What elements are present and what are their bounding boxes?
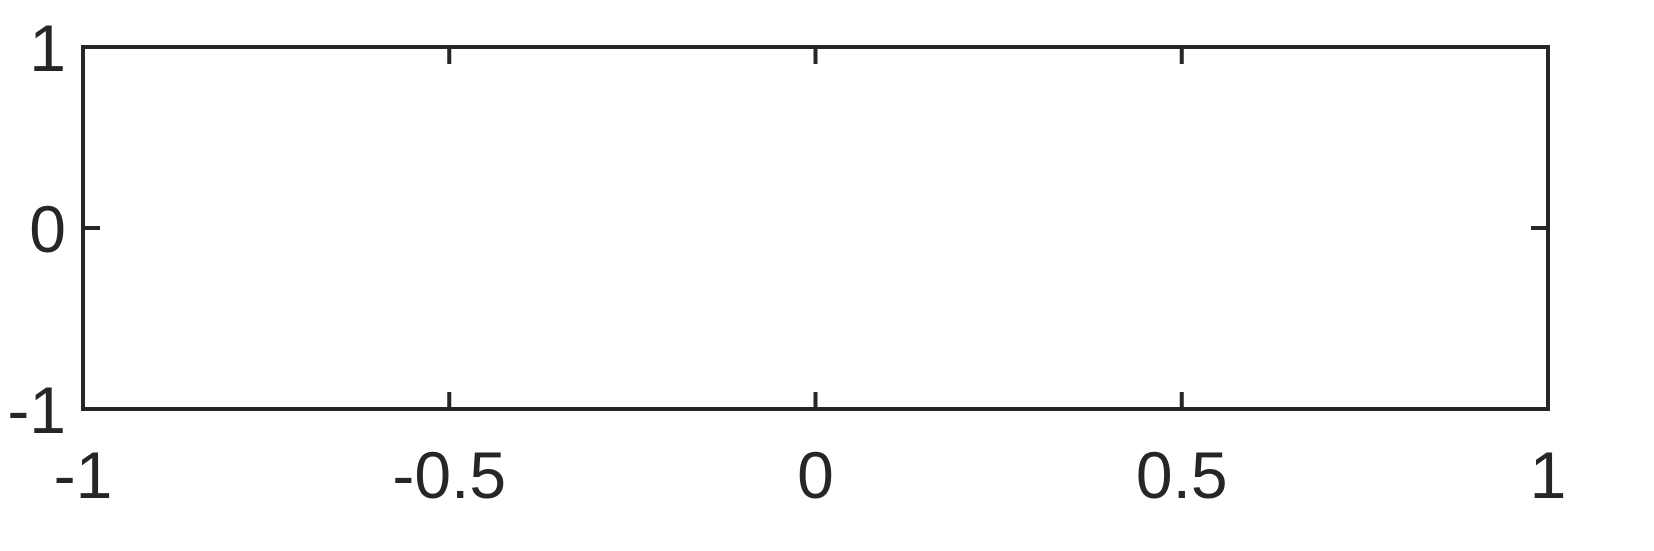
axes-box [81, 45, 1550, 411]
y-tick-label: -1 [7, 373, 66, 447]
y-tick-label: 0 [29, 192, 66, 266]
x-tick-label: 0.5 [1136, 438, 1228, 512]
y-tick-label: 1 [29, 11, 66, 85]
y-axis-tick-labels: -1 0 1 [7, 11, 66, 447]
x-tick-label: -0.5 [392, 438, 506, 512]
x-tick-label: -1 [54, 438, 113, 512]
x-axis-tick-labels: -1 -0.5 0 0.5 1 [54, 438, 1567, 512]
x-tick-label: 0 [797, 438, 834, 512]
x-tick-label: 1 [1530, 438, 1567, 512]
plot-area [83, 47, 1548, 409]
